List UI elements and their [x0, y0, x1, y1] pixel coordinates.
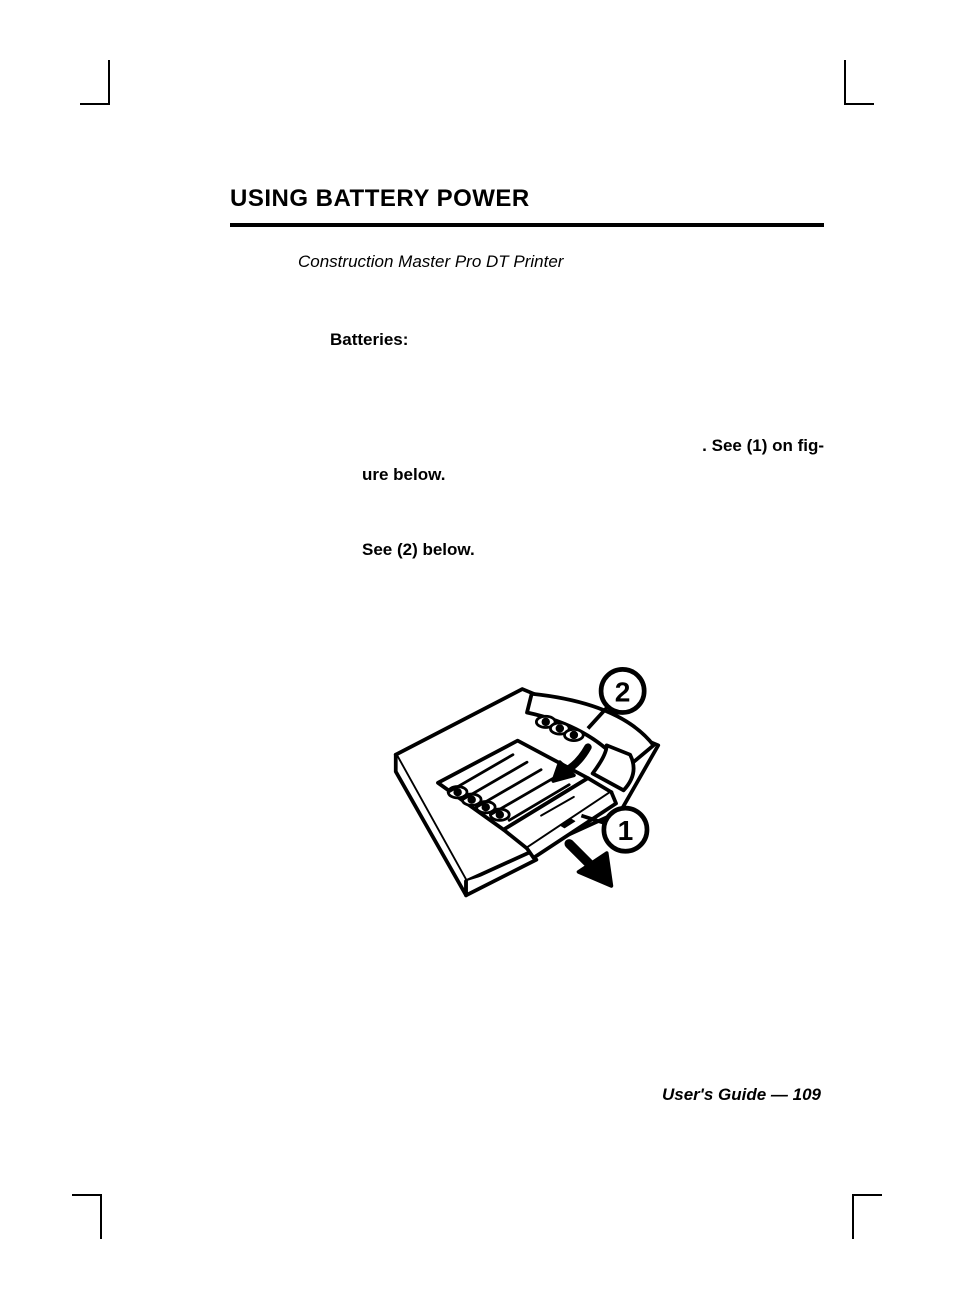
step2-text: See (2) below. — [362, 540, 824, 560]
callout-1-label: 1 — [618, 815, 634, 846]
crop-mark-tr — [844, 60, 874, 105]
batteries-label: Batteries: — [330, 330, 824, 350]
page-content: USING BATTERY POWER Construction Master … — [230, 185, 824, 930]
footer-label: User's Guide — [662, 1085, 766, 1104]
product-name: Construction Master Pro DT Printer — [298, 252, 824, 272]
see1-ref: . See (1) on fig- — [702, 432, 824, 461]
crop-mark-bl — [72, 1194, 102, 1239]
crop-mark-br — [852, 1194, 882, 1239]
page-footer: User's Guide — 109 — [662, 1085, 821, 1105]
printer-battery-diagram-icon: 2 1 — [377, 650, 677, 925]
crop-mark-tl — [80, 60, 110, 105]
footer-sep: — — [766, 1085, 792, 1104]
callout-2-label: 2 — [615, 676, 631, 707]
footer-page-number: 109 — [793, 1085, 821, 1104]
ure-below: ure below. — [362, 461, 445, 490]
step1-text: . See (1) on fig- ure below. — [362, 432, 824, 490]
section-heading: USING BATTERY POWER — [230, 185, 824, 227]
battery-figure: 2 1 — [230, 650, 824, 930]
